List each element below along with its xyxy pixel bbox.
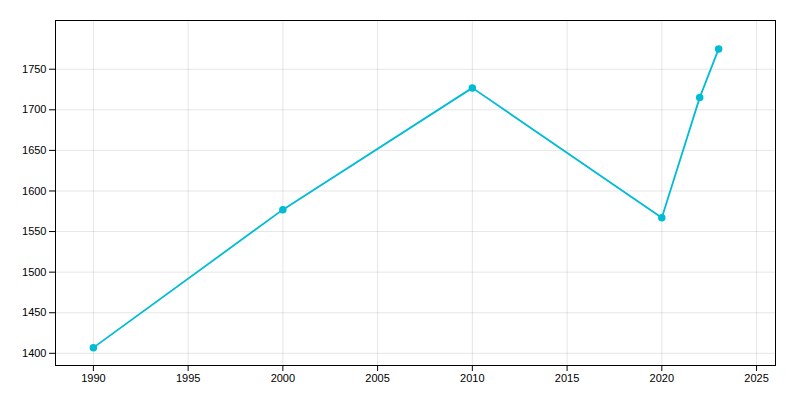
svg-text:1650: 1650 — [22, 144, 46, 156]
svg-text:2015: 2015 — [555, 372, 579, 384]
svg-text:1700: 1700 — [22, 103, 46, 115]
svg-text:1995: 1995 — [176, 372, 200, 384]
svg-text:1500: 1500 — [22, 266, 46, 278]
svg-text:1990: 1990 — [81, 372, 105, 384]
svg-text:2025: 2025 — [744, 372, 768, 384]
svg-text:2005: 2005 — [365, 372, 389, 384]
svg-text:1750: 1750 — [22, 63, 46, 75]
svg-text:1400: 1400 — [22, 347, 46, 359]
svg-text:2000: 2000 — [271, 372, 295, 384]
svg-text:1600: 1600 — [22, 184, 46, 196]
svg-text:1450: 1450 — [22, 306, 46, 318]
svg-text:2010: 2010 — [460, 372, 484, 384]
svg-text:1550: 1550 — [22, 225, 46, 237]
svg-text:2020: 2020 — [650, 372, 674, 384]
